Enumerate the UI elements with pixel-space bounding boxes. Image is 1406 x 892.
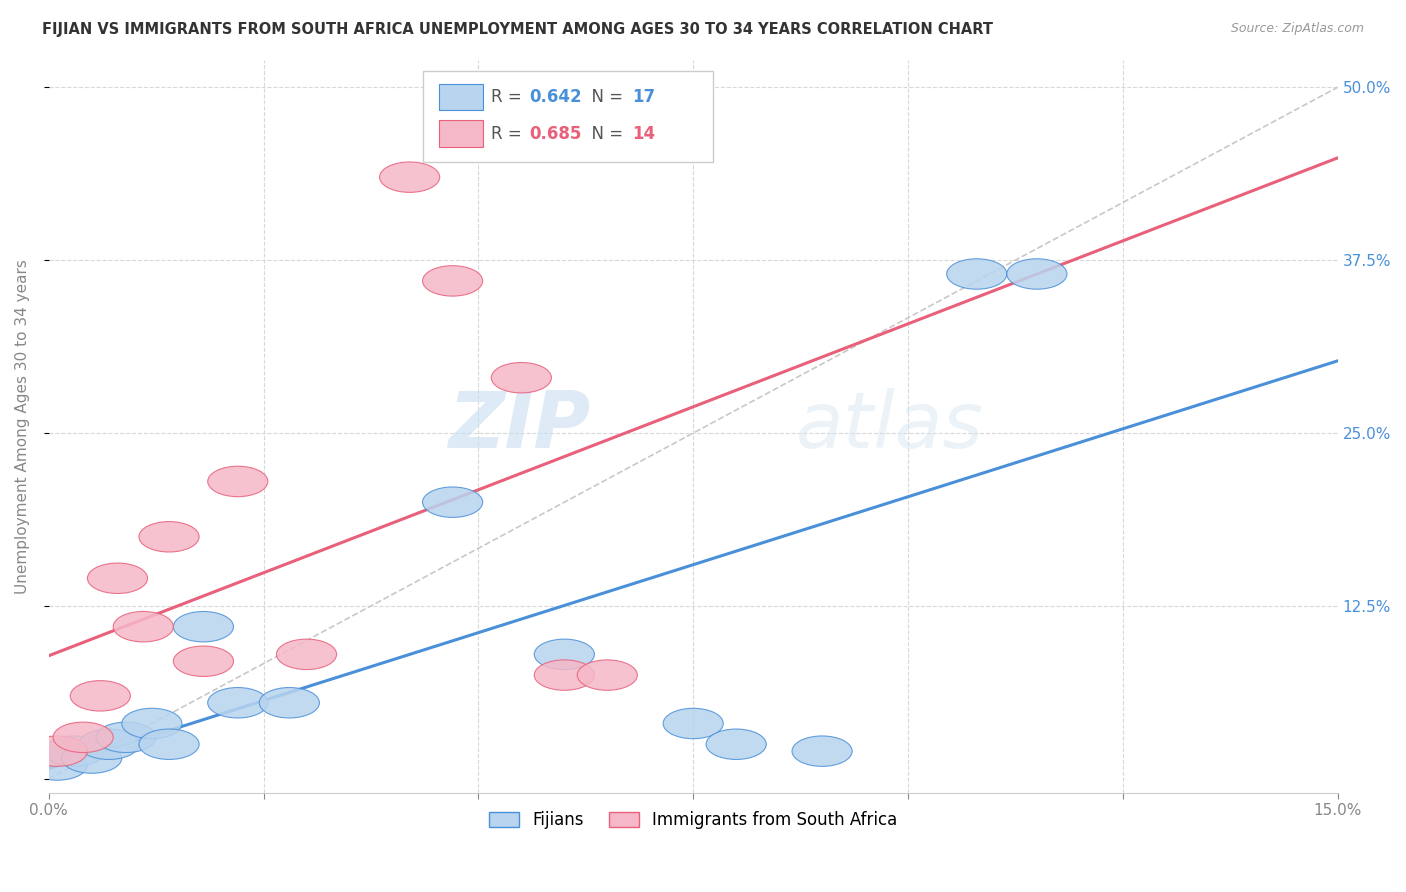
Ellipse shape xyxy=(139,729,200,759)
Ellipse shape xyxy=(27,736,87,766)
Ellipse shape xyxy=(96,723,156,753)
FancyBboxPatch shape xyxy=(423,70,713,162)
Text: atlas: atlas xyxy=(796,388,984,464)
Ellipse shape xyxy=(62,743,122,773)
Text: Source: ZipAtlas.com: Source: ZipAtlas.com xyxy=(1230,22,1364,36)
Ellipse shape xyxy=(380,162,440,193)
Text: ZIP: ZIP xyxy=(449,388,591,464)
Ellipse shape xyxy=(534,640,595,670)
Ellipse shape xyxy=(139,522,200,552)
Text: N =: N = xyxy=(581,125,628,143)
FancyBboxPatch shape xyxy=(439,84,484,111)
Ellipse shape xyxy=(122,708,181,739)
Ellipse shape xyxy=(173,611,233,642)
Ellipse shape xyxy=(946,259,1007,289)
Ellipse shape xyxy=(45,736,104,766)
Ellipse shape xyxy=(87,563,148,593)
Ellipse shape xyxy=(277,640,336,670)
Ellipse shape xyxy=(114,611,173,642)
FancyBboxPatch shape xyxy=(439,120,484,147)
Ellipse shape xyxy=(70,681,131,711)
Ellipse shape xyxy=(53,723,114,753)
Ellipse shape xyxy=(208,467,269,497)
Text: 17: 17 xyxy=(633,88,655,106)
Text: 14: 14 xyxy=(633,125,655,143)
Text: FIJIAN VS IMMIGRANTS FROM SOUTH AFRICA UNEMPLOYMENT AMONG AGES 30 TO 34 YEARS CO: FIJIAN VS IMMIGRANTS FROM SOUTH AFRICA U… xyxy=(42,22,993,37)
Ellipse shape xyxy=(173,646,233,676)
Ellipse shape xyxy=(79,729,139,759)
Ellipse shape xyxy=(792,736,852,766)
Text: N =: N = xyxy=(581,88,628,106)
Text: R =: R = xyxy=(491,125,527,143)
Ellipse shape xyxy=(534,660,595,690)
Text: R =: R = xyxy=(491,88,527,106)
Ellipse shape xyxy=(259,688,319,718)
Ellipse shape xyxy=(423,487,482,517)
Ellipse shape xyxy=(664,708,723,739)
Legend: Fijians, Immigrants from South Africa: Fijians, Immigrants from South Africa xyxy=(482,805,904,836)
Ellipse shape xyxy=(706,729,766,759)
Text: 0.685: 0.685 xyxy=(530,125,582,143)
Ellipse shape xyxy=(423,266,482,296)
Ellipse shape xyxy=(1007,259,1067,289)
Ellipse shape xyxy=(578,660,637,690)
Ellipse shape xyxy=(27,750,87,780)
Text: 0.642: 0.642 xyxy=(530,88,582,106)
Ellipse shape xyxy=(208,688,269,718)
Ellipse shape xyxy=(491,362,551,393)
Y-axis label: Unemployment Among Ages 30 to 34 years: Unemployment Among Ages 30 to 34 years xyxy=(15,259,30,593)
